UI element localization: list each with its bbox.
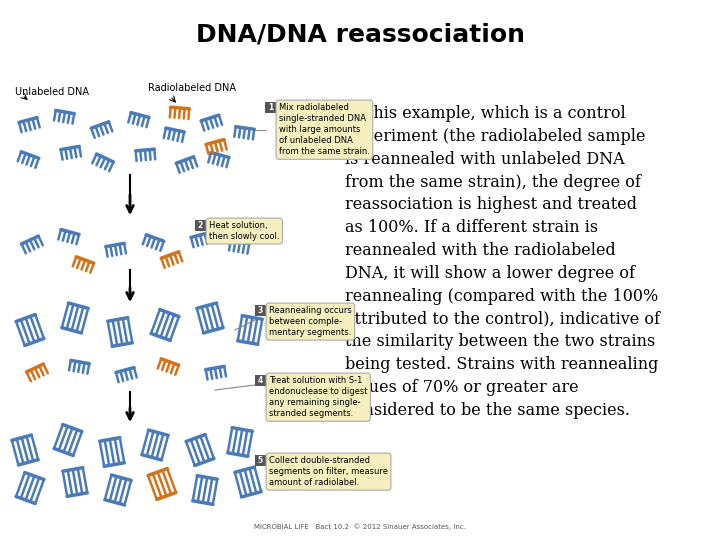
FancyBboxPatch shape [195,220,206,231]
Text: MICROBIAL LIFE   Bact 10.2  © 2012 Sinauer Associates, Inc.: MICROBIAL LIFE Bact 10.2 © 2012 Sinauer … [254,523,466,530]
FancyBboxPatch shape [265,102,276,113]
Text: DNA/DNA reassociation: DNA/DNA reassociation [196,22,524,46]
FancyBboxPatch shape [255,305,266,316]
Text: 5: 5 [258,456,263,465]
Text: Reannealing occurs
between comple-
mentary segments.: Reannealing occurs between comple- menta… [269,306,352,337]
Text: Mix radiolabeled
single-stranded DNA
with large amounts
of unlabeled DNA
from th: Mix radiolabeled single-stranded DNA wit… [279,103,370,157]
Text: Treat solution with S-1
endonuclease to digest
any remaining single-
stranded se: Treat solution with S-1 endonuclease to … [269,376,367,418]
Text: 3: 3 [258,306,263,315]
Text: Unlabeled DNA: Unlabeled DNA [15,87,89,97]
Text: Radiolabeled DNA: Radiolabeled DNA [148,83,236,93]
Text: 1: 1 [268,103,273,112]
Text: 4: 4 [258,376,263,385]
FancyBboxPatch shape [255,375,266,386]
Text: Heat solution,
then slowly cool.: Heat solution, then slowly cool. [209,221,279,241]
Text: Collect double-stranded
segments on filter, measure
amount of radiolabel.: Collect double-stranded segments on filt… [269,456,388,487]
FancyBboxPatch shape [255,455,266,466]
Text: In this example, which is a control
experiment (the radiolabeled sample
is reann: In this example, which is a control expe… [345,105,660,419]
Text: 2: 2 [198,221,203,230]
